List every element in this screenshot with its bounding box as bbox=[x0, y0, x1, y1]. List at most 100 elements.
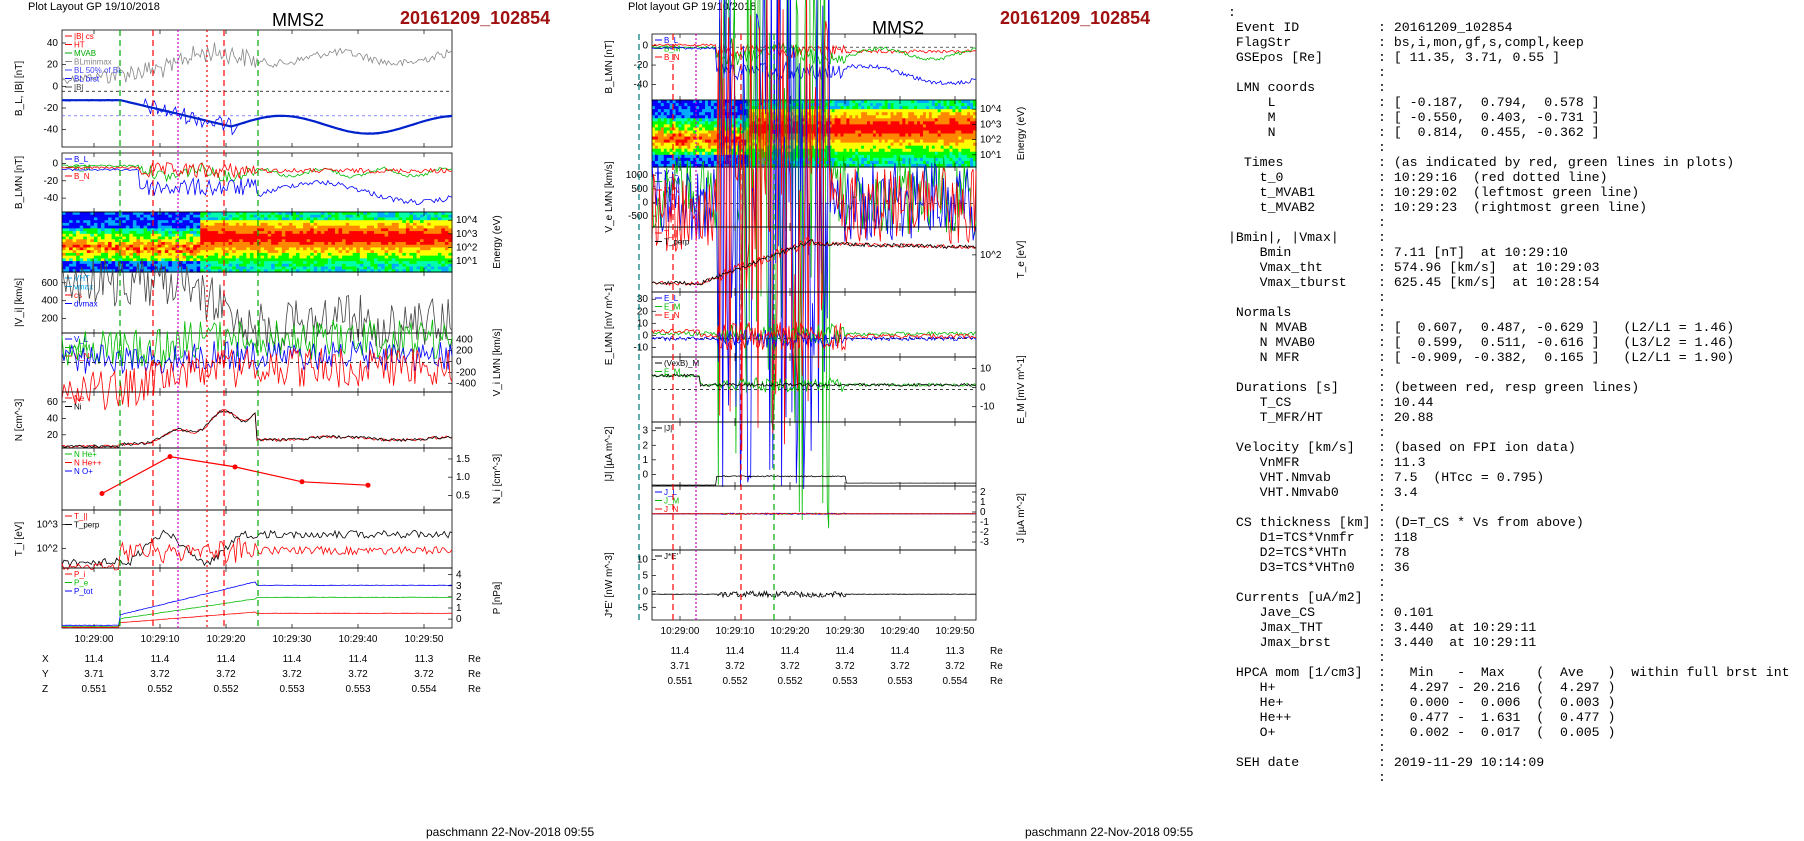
ephemeris-value: 11.4 bbox=[891, 646, 910, 657]
right-footer: paschmann 22-Nov-2018 09:55 bbox=[1025, 825, 1194, 839]
info-value: : 3.4 bbox=[1378, 485, 1418, 500]
info-value: : 3.440 at 10:29:11 bbox=[1378, 635, 1537, 650]
info-row: : bbox=[1228, 425, 1790, 440]
legend-label: VHT bbox=[74, 274, 90, 283]
info-key: H+ bbox=[1228, 680, 1276, 695]
info-key: Jmax_brst bbox=[1228, 635, 1331, 650]
info-key: LMN coords bbox=[1228, 80, 1316, 95]
info-key: FlagStr bbox=[1228, 35, 1292, 50]
info-row: FlagStr: bs,i,mon,gf,s,compl,keep bbox=[1228, 35, 1790, 50]
series-line bbox=[651, 0, 977, 529]
info-value: : bbox=[1378, 575, 1386, 590]
info-row: Event ID: 20161209_102854 bbox=[1228, 20, 1790, 35]
info-value: : 10:29:16 (red dotted line) bbox=[1378, 170, 1608, 185]
y-tick-label: 10^3 bbox=[980, 119, 1002, 130]
legend-label: N He+ bbox=[74, 450, 97, 459]
y-axis-label: E_LMN [mV m^-1] bbox=[604, 284, 615, 366]
y-tick-label: 5 bbox=[642, 570, 648, 581]
info-value: : bbox=[1378, 305, 1386, 320]
ephemeris-value: 11.4 bbox=[781, 646, 800, 657]
info-key: GSEpos [Re] bbox=[1228, 50, 1323, 65]
series-line bbox=[652, 475, 976, 486]
legend-label: B_M bbox=[664, 45, 681, 54]
panel-frame bbox=[61, 567, 453, 629]
panel-frame bbox=[61, 509, 453, 569]
y-axis-label: B_LMN [nT] bbox=[14, 156, 25, 210]
info-value: : [ 0.599, 0.511, -0.616 ] (L3/L2 = 1.46… bbox=[1378, 335, 1735, 350]
y-axis-label: T_i [eV] bbox=[14, 522, 25, 557]
ephemeris-value: 0.552 bbox=[213, 684, 238, 695]
info-key: D3=TCS*VHTn0 bbox=[1228, 560, 1355, 575]
legend-label: vmax bbox=[74, 283, 93, 292]
legend-label: J*E' bbox=[664, 552, 678, 561]
y-tick-label: 600 bbox=[41, 278, 58, 289]
info-row: H+: 4.297 - 20.216 ( 4.297 ) bbox=[1228, 680, 1790, 695]
info-row: : bbox=[1228, 140, 1790, 155]
x-tick-label: 10:29:20 bbox=[771, 626, 810, 637]
series-line bbox=[651, 46, 977, 86]
info-key: |Bmin|, |Vmax| bbox=[1228, 230, 1339, 245]
ephemeris-value: 3.72 bbox=[780, 661, 800, 672]
y-tick-label: 2 bbox=[642, 440, 648, 451]
legend-label: dvmax bbox=[74, 300, 98, 309]
info-row: t_0: 10:29:16 (red dotted line) bbox=[1228, 170, 1790, 185]
y-tick-label: 0 bbox=[456, 614, 462, 625]
ephemeris-label: Z bbox=[42, 684, 48, 695]
info-key: Normals bbox=[1228, 305, 1292, 320]
x-tick-label: 10:29:40 bbox=[881, 626, 920, 637]
legend-label: (VexB)_M bbox=[664, 359, 699, 368]
info-key: VHT.Nmvab bbox=[1228, 470, 1331, 485]
info-value: : 118 bbox=[1378, 530, 1418, 545]
panel-JLMN: J [µA m^-2] 210-1-2-3 J_LJ_MJ_N bbox=[651, 485, 1027, 551]
ephemeris-value: 0.552 bbox=[722, 676, 747, 687]
panel-frame bbox=[651, 33, 977, 101]
panel-EM: E_M [mV m^-1] 10 0 -10 (VexB)_ME_M bbox=[651, 355, 1027, 424]
panel-JE: J*E' [nW m^-3] 10 5 0 -5 J*E' bbox=[604, 549, 977, 621]
info-row: HPCA mom [1/cm3]: Min - Max ( Ave ) with… bbox=[1228, 665, 1790, 680]
legend-label: E_M bbox=[664, 368, 681, 377]
y-tick-label: -20 bbox=[44, 176, 59, 187]
y-tick-label: 1 bbox=[980, 497, 986, 508]
legend-label: B_L bbox=[664, 36, 679, 45]
info-row: O+: 0.002 - 0.017 ( 0.005 ) bbox=[1228, 725, 1790, 740]
info-key: VnMFR bbox=[1228, 455, 1300, 470]
series-line bbox=[62, 611, 453, 628]
info-value: : [ 0.814, 0.455, -0.362 ] bbox=[1378, 125, 1600, 140]
series-line bbox=[651, 323, 977, 346]
series-line bbox=[651, 373, 977, 394]
ephemeris-value: 11.4 bbox=[349, 654, 368, 665]
info-key: T_MFR/HT bbox=[1228, 410, 1323, 425]
ephemeris-unit: Re bbox=[468, 669, 481, 680]
ephemeris-value: 0.553 bbox=[887, 676, 912, 687]
y-tick-label: 1 bbox=[456, 603, 462, 614]
y-tick-label: 400 bbox=[456, 335, 473, 346]
info-row: |Bmin|, |Vmax|: bbox=[1228, 230, 1790, 245]
y-tick-label: 20 bbox=[47, 430, 59, 441]
ephemeris-value: 11.4 bbox=[726, 646, 745, 657]
y-tick-label: 10^1 bbox=[456, 256, 478, 267]
y-axis-label: E_M [mV m^-1] bbox=[1016, 355, 1027, 424]
y-axis-label: J [µA m^-2] bbox=[1016, 493, 1027, 543]
legend-label: BLminmax bbox=[74, 58, 112, 67]
info-key: Times bbox=[1228, 155, 1284, 170]
series-line bbox=[62, 596, 453, 628]
bl-smoothed-line bbox=[62, 99, 453, 135]
legend-label: T_|| bbox=[664, 229, 678, 238]
y-tick-label: 10^2 bbox=[37, 544, 59, 555]
info-row: t_MVAB2: 10:29:23 (rightmost green line) bbox=[1228, 200, 1790, 215]
info-value: : bbox=[1378, 215, 1386, 230]
info-row: T_MFR/HT: 20.88 bbox=[1228, 410, 1790, 425]
right-event-title: 20161209_102854 bbox=[1000, 8, 1151, 28]
info-value: : bbox=[1378, 140, 1386, 155]
info-row: M: [ -0.550, 0.403, -0.731 ] bbox=[1228, 110, 1790, 125]
ephemeris-value: 3.72 bbox=[835, 661, 855, 672]
info-key: T_CS bbox=[1228, 395, 1292, 410]
info-row: L: [ -0.187, 0.794, 0.578 ] bbox=[1228, 95, 1790, 110]
info-key: Jmax_THT bbox=[1228, 620, 1323, 635]
y-tick-label: 200 bbox=[41, 314, 58, 325]
info-row: T_CS: 10.44 bbox=[1228, 395, 1790, 410]
ephemeris-value: 11.3 bbox=[415, 654, 434, 665]
legend-label: MVAB bbox=[74, 49, 96, 58]
